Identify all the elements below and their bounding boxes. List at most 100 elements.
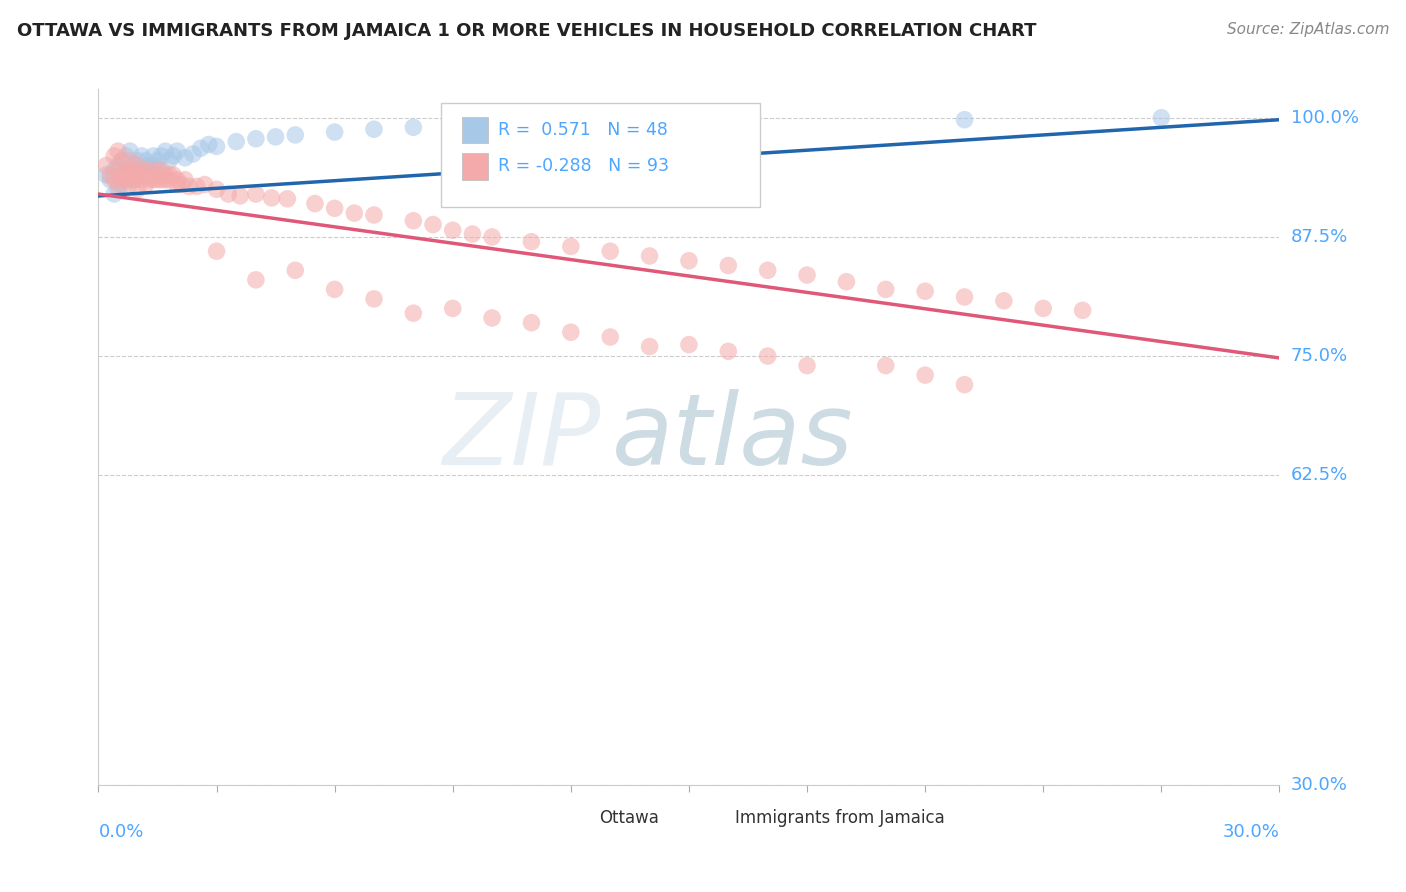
Point bbox=[118, 144, 141, 158]
Text: 100.0%: 100.0% bbox=[1291, 109, 1358, 127]
Point bbox=[107, 144, 129, 158]
Point bbox=[914, 285, 936, 299]
Point bbox=[166, 178, 188, 192]
Point bbox=[481, 230, 503, 244]
Point bbox=[127, 158, 149, 172]
Point bbox=[229, 189, 252, 203]
Point bbox=[225, 135, 247, 149]
Point bbox=[127, 182, 149, 196]
Point bbox=[131, 163, 153, 178]
Point bbox=[146, 168, 169, 182]
Point bbox=[103, 163, 125, 178]
Point bbox=[363, 292, 385, 306]
Point bbox=[245, 187, 267, 202]
Bar bbox=[707, 809, 728, 827]
Text: Source: ZipAtlas.com: Source: ZipAtlas.com bbox=[1226, 22, 1389, 37]
Point bbox=[96, 158, 118, 172]
Point bbox=[177, 179, 200, 194]
Point bbox=[150, 163, 173, 178]
Point bbox=[166, 144, 188, 158]
Point bbox=[678, 337, 700, 351]
Point bbox=[875, 282, 897, 296]
Point bbox=[115, 149, 138, 163]
Point bbox=[146, 163, 169, 178]
Text: ZIP: ZIP bbox=[441, 389, 600, 485]
Point bbox=[441, 119, 464, 133]
Point bbox=[103, 173, 125, 187]
Bar bbox=[463, 117, 488, 144]
Point bbox=[323, 202, 346, 216]
Point bbox=[135, 178, 157, 192]
Point bbox=[127, 153, 149, 168]
Point bbox=[142, 158, 165, 172]
Point bbox=[953, 377, 976, 392]
Point bbox=[155, 168, 177, 182]
Point bbox=[127, 168, 149, 182]
Point bbox=[260, 191, 283, 205]
Point bbox=[107, 158, 129, 172]
Point bbox=[138, 163, 160, 178]
Point bbox=[103, 187, 125, 202]
Point bbox=[796, 268, 818, 282]
Point bbox=[118, 178, 141, 192]
Point bbox=[835, 275, 858, 289]
Point bbox=[402, 213, 425, 227]
Point bbox=[264, 129, 287, 144]
Point bbox=[441, 223, 464, 237]
Point bbox=[170, 178, 193, 192]
Text: OTTAWA VS IMMIGRANTS FROM JAMAICA 1 OR MORE VEHICLES IN HOUSEHOLD CORRELATION CH: OTTAWA VS IMMIGRANTS FROM JAMAICA 1 OR M… bbox=[17, 22, 1036, 40]
FancyBboxPatch shape bbox=[441, 103, 759, 208]
Point bbox=[142, 149, 165, 163]
Point bbox=[343, 206, 366, 220]
Point bbox=[276, 192, 298, 206]
Point bbox=[245, 273, 267, 287]
Point bbox=[953, 290, 976, 304]
Point bbox=[157, 168, 180, 182]
Point bbox=[107, 163, 129, 178]
Point bbox=[363, 208, 385, 222]
Point bbox=[111, 153, 134, 168]
Point bbox=[481, 310, 503, 325]
Point bbox=[1150, 111, 1173, 125]
Bar bbox=[463, 153, 488, 179]
Bar bbox=[571, 809, 592, 827]
Point bbox=[402, 306, 425, 320]
Point bbox=[174, 173, 197, 187]
Point bbox=[194, 178, 217, 192]
Point bbox=[993, 293, 1015, 308]
Point bbox=[98, 168, 121, 182]
Text: atlas: atlas bbox=[612, 389, 853, 485]
Point bbox=[138, 168, 160, 182]
Point bbox=[560, 239, 582, 253]
Point bbox=[284, 263, 307, 277]
Point bbox=[717, 259, 740, 273]
Point bbox=[323, 125, 346, 139]
Point bbox=[717, 344, 740, 359]
Point bbox=[181, 147, 204, 161]
Text: 62.5%: 62.5% bbox=[1291, 467, 1348, 484]
Point bbox=[118, 153, 141, 168]
Point bbox=[135, 153, 157, 168]
Text: R =  0.571   N = 48: R = 0.571 N = 48 bbox=[498, 121, 668, 139]
Point bbox=[103, 149, 125, 163]
Point bbox=[914, 368, 936, 383]
Point bbox=[678, 253, 700, 268]
Point bbox=[135, 163, 157, 178]
Point bbox=[166, 173, 188, 187]
Point bbox=[162, 168, 184, 182]
Point bbox=[205, 244, 228, 259]
Point bbox=[560, 325, 582, 339]
Text: 87.5%: 87.5% bbox=[1291, 228, 1348, 246]
Point bbox=[111, 153, 134, 168]
Point bbox=[205, 139, 228, 153]
Point bbox=[127, 168, 149, 182]
Point bbox=[131, 173, 153, 187]
Point bbox=[162, 149, 184, 163]
Text: 30.0%: 30.0% bbox=[1223, 823, 1279, 841]
Point bbox=[111, 178, 134, 192]
Point bbox=[1071, 303, 1094, 318]
Point bbox=[205, 182, 228, 196]
Point bbox=[441, 301, 464, 316]
Point bbox=[638, 249, 661, 263]
Point bbox=[363, 122, 385, 136]
